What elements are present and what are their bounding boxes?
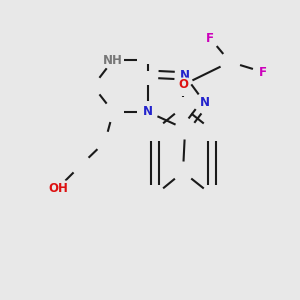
Text: OH: OH [48, 182, 68, 195]
Text: N: N [200, 96, 210, 110]
Text: O: O [178, 79, 188, 92]
Text: N: N [143, 105, 153, 119]
Text: NH: NH [103, 53, 123, 67]
Text: F: F [259, 65, 267, 79]
Text: N: N [180, 69, 190, 82]
Text: F: F [206, 32, 214, 44]
